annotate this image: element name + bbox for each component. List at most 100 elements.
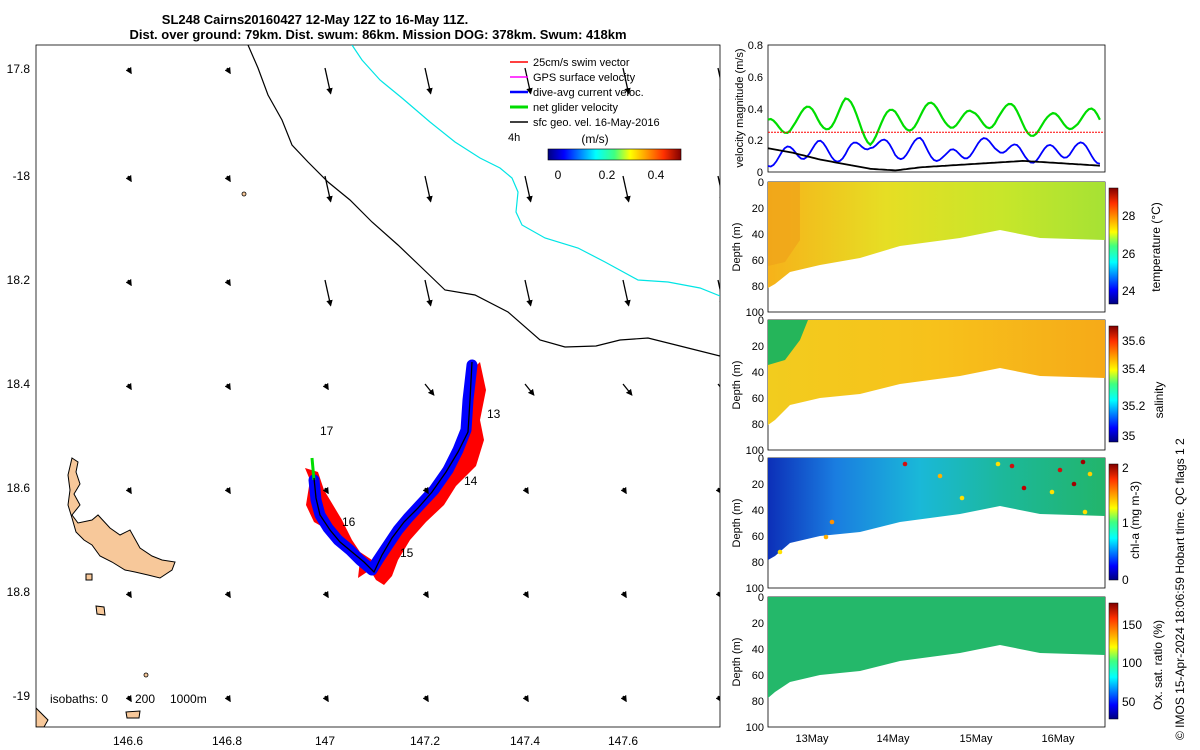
geo-velocity-arrow xyxy=(125,694,132,703)
geo-velocity-arrow xyxy=(322,486,329,495)
colorbar-tick-2: 0.4 xyxy=(648,168,665,182)
isobath-200 xyxy=(351,45,720,297)
velocity-y-ticks: 0.8 0.6 0.4 0.2 0 xyxy=(748,40,763,179)
geo-velocity-arrow xyxy=(224,590,231,599)
depth-tick: 80 xyxy=(752,696,764,708)
depth-tick: 0 xyxy=(758,592,764,604)
geo-velocity-arrow xyxy=(717,175,720,203)
oxygen-field xyxy=(768,597,1105,698)
chla-cbar-label: chl-a (mg m-3) xyxy=(1128,481,1142,559)
geo-velocity-arrow xyxy=(422,486,429,495)
colorbar-tick-1: 0.2 xyxy=(599,168,616,182)
geo-velocity-arrow xyxy=(424,175,433,203)
depth-tick: 20 xyxy=(752,618,764,630)
map-y-tick: 18.4 xyxy=(7,377,31,391)
geo-velocity-arrow xyxy=(324,67,333,95)
geo-velocity-arrow xyxy=(717,279,720,307)
map-x-tick: 147 xyxy=(315,734,335,748)
salinity-cbar-tick: 35 xyxy=(1122,429,1136,443)
geo-velocity-arrow xyxy=(125,278,132,287)
geo-velocity-arrow xyxy=(622,67,631,95)
salinity-field xyxy=(768,320,1105,425)
map-y-tick: -19 xyxy=(13,689,31,703)
depth-tick: 80 xyxy=(752,419,764,431)
geo-velocity-arrow xyxy=(224,694,231,703)
geo-velocity-arrow xyxy=(125,590,132,599)
temperature-cbar-label: temperature (°C) xyxy=(1149,202,1163,292)
colorbar-title: (m/s) xyxy=(581,132,608,146)
isobath-1000-label: 1000m xyxy=(170,692,207,706)
geo-velocity-arrow xyxy=(322,382,329,391)
chla-dot xyxy=(1087,471,1093,477)
map-x-tick: 146.6 xyxy=(113,734,143,748)
chla-panel: 0 1 2 chl-a (mg m-3) xyxy=(767,457,1142,589)
oxygen-cbar-tick: 100 xyxy=(1122,656,1142,670)
temperature-panel: 24 26 28 temperature (°C) xyxy=(767,181,1163,313)
chla-colorbar xyxy=(1108,463,1119,581)
geo-velocity-arrow xyxy=(224,174,231,183)
geo-velocity-arrow xyxy=(715,694,720,703)
chla-dots xyxy=(777,459,1093,555)
colorbar-tick-0: 0 xyxy=(555,168,562,182)
day-label-16: 16 xyxy=(342,515,356,529)
map-y-tick: -18 xyxy=(13,169,31,183)
geo-velocity-arrow xyxy=(322,590,329,599)
chla-dot xyxy=(1021,485,1027,491)
geo-velocity-arrow xyxy=(717,67,720,95)
island xyxy=(143,672,149,678)
oxygen-cbar-tick: 50 xyxy=(1122,695,1136,709)
velocity-y-tick: 0.2 xyxy=(748,135,763,147)
depth-tick: 100 xyxy=(746,583,764,595)
chla-field xyxy=(768,458,1105,560)
oxygen-panel: 50 100 150 Ox. sat. ratio (%) xyxy=(767,596,1165,728)
chla-dot xyxy=(777,549,783,555)
title-line-2: Dist. over ground: 79km. Dist. swum: 86k… xyxy=(129,27,626,42)
temperature-ylabel: Depth (m) xyxy=(731,223,743,272)
geo-velocity-arrow xyxy=(620,486,627,495)
legend-sfc: sfc geo. vel. 16-May-2016 xyxy=(533,117,660,129)
chla-cbar-tick: 0 xyxy=(1122,573,1129,587)
geo-velocity-arrow xyxy=(622,279,631,307)
chla-dot xyxy=(902,461,908,467)
depth-tick: 40 xyxy=(752,644,764,656)
salinity-colorbar xyxy=(1108,325,1119,443)
chla-dot xyxy=(829,519,835,525)
depth-axes: 0 20 40 60 80 100 Depth (m) 0 20 40 60 80 100 Depth (… xyxy=(731,177,764,734)
chla-ylabel: Depth (m) xyxy=(731,499,743,548)
geo-velocity-arrow xyxy=(322,694,329,703)
day-label-17: 17 xyxy=(320,424,334,438)
temperature-field xyxy=(768,182,1105,288)
depth-tick: 40 xyxy=(752,229,764,241)
geo-velocity-arrow xyxy=(620,694,627,703)
map-x-tick: 147.2 xyxy=(410,734,440,748)
map-x-tick: 146.8 xyxy=(212,734,242,748)
oxygen-cbar-tick: 150 xyxy=(1122,618,1142,632)
geo-velocity-arrow xyxy=(524,383,535,396)
geo-velocity-arrow xyxy=(424,383,435,396)
map-legend: 25cm/s swim vector GPS surface velocity … xyxy=(508,57,682,182)
chla-dot xyxy=(823,534,829,540)
depth-tick: 100 xyxy=(746,307,764,319)
temperature-cbar-tick: 26 xyxy=(1122,247,1136,261)
geo-velocity-arrow xyxy=(422,694,429,703)
salinity-cbar-label: salinity xyxy=(1152,382,1166,419)
salinity-cbar-tick: 35.2 xyxy=(1122,399,1146,413)
geo-velocity-arrow xyxy=(125,486,132,495)
chla-dot xyxy=(1082,509,1088,515)
geo-velocity-arrow xyxy=(125,382,132,391)
day-label-14: 14 xyxy=(464,474,478,488)
salinity-panel: 35 35.2 35.4 35.6 salinity xyxy=(767,319,1166,451)
velocity-series xyxy=(767,97,1105,172)
oxygen-colorbar xyxy=(1108,602,1119,720)
geo-velocity-arrow xyxy=(424,279,433,307)
velocity-y-tick: 0.8 xyxy=(748,40,763,52)
geo-velocity-arrow xyxy=(224,382,231,391)
geo-velocity-arrow xyxy=(224,486,231,495)
day-label-15: 15 xyxy=(400,546,414,560)
temperature-colorbar xyxy=(1108,187,1119,305)
glider-path xyxy=(313,361,473,574)
oxygen-cbar-label: Ox. sat. ratio (%) xyxy=(1151,620,1165,710)
salinity-fresh-patch xyxy=(768,320,808,365)
geo-velocity-arrow xyxy=(715,486,720,495)
